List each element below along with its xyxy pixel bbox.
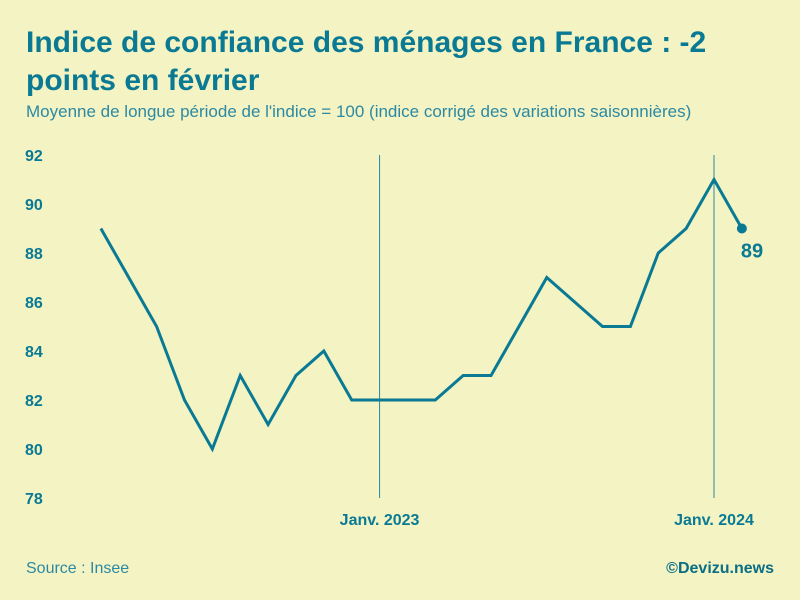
y-tick-label: 86 [25,295,43,312]
x-tick-label: Janv. 2024 [674,512,754,529]
last-value-label: 89 [741,241,763,263]
y-tick-label: 80 [25,442,43,459]
credit-logo: ©Devizu.news [666,560,774,577]
y-tick-label: 78 [25,491,43,508]
y-tick-label: 82 [25,393,43,410]
chart-subtitle: Moyenne de longue période de l'indice = … [26,102,692,121]
y-tick-label: 88 [25,246,43,263]
x-tick-label: Janv. 2023 [340,512,420,529]
last-point [736,223,747,234]
y-tick-label: 92 [25,148,43,165]
y-tick-label: 84 [25,344,43,361]
chart-title: Indice de confiance des ménages en Franc… [26,26,707,97]
y-tick-label: 90 [25,197,43,214]
source-note: Source : Insee [26,560,130,577]
series-line [99,176,744,453]
